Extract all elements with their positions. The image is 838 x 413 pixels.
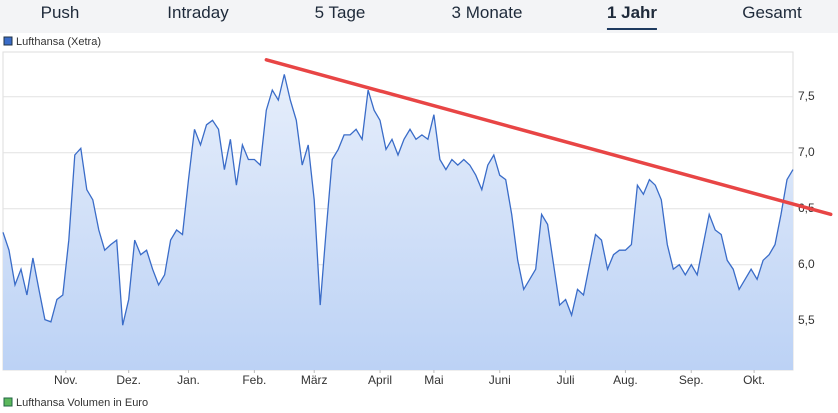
y-tick-label: 5,5 <box>798 313 815 327</box>
x-tick-label: Sep. <box>679 373 704 387</box>
x-tick-label: Juli <box>557 373 575 387</box>
legend-swatch <box>3 397 13 407</box>
x-tick-label: Jan. <box>177 373 200 387</box>
trendline <box>264 58 833 217</box>
x-tick-label: März <box>301 373 328 387</box>
tab[interactable]: Gesamt <box>742 3 802 22</box>
x-tick-label: Aug. <box>613 373 638 387</box>
x-tick-label: Feb. <box>242 373 266 387</box>
tab-bar: Push Intraday 5 Tage 3 Monate 1 Jahr Gesamt <box>0 0 838 33</box>
y-tick-label: 7,5 <box>798 89 815 103</box>
y-tick-label: 7,0 <box>798 145 815 159</box>
tab[interactable]: Intraday <box>167 3 229 22</box>
tab[interactable]: Push <box>40 3 80 22</box>
y-tick-label: 6,0 <box>798 257 815 271</box>
tab[interactable]: 1 Jahr <box>606 3 658 30</box>
x-tick-label: April <box>368 373 392 387</box>
x-tick-label: Juni <box>489 373 511 387</box>
legend-label: Lufthansa Volumen in Euro <box>16 397 148 409</box>
x-tick-label: Dez. <box>116 373 141 387</box>
x-tick-label: Okt. <box>743 373 765 387</box>
x-tick-label: Nov. <box>54 373 78 387</box>
area <box>3 74 793 371</box>
tab[interactable]: 5 Tage <box>314 3 366 22</box>
price-line <box>2 74 794 326</box>
chart: 5,56,06,57,07,5Nov.Dez.Jan.Feb.MärzApril… <box>2 36 833 409</box>
tab[interactable]: 3 Monate <box>451 3 523 22</box>
legend-swatch <box>3 36 13 46</box>
legend-label: Lufthansa (Xetra) <box>16 36 101 48</box>
x-tick-label: Mai <box>424 373 443 387</box>
